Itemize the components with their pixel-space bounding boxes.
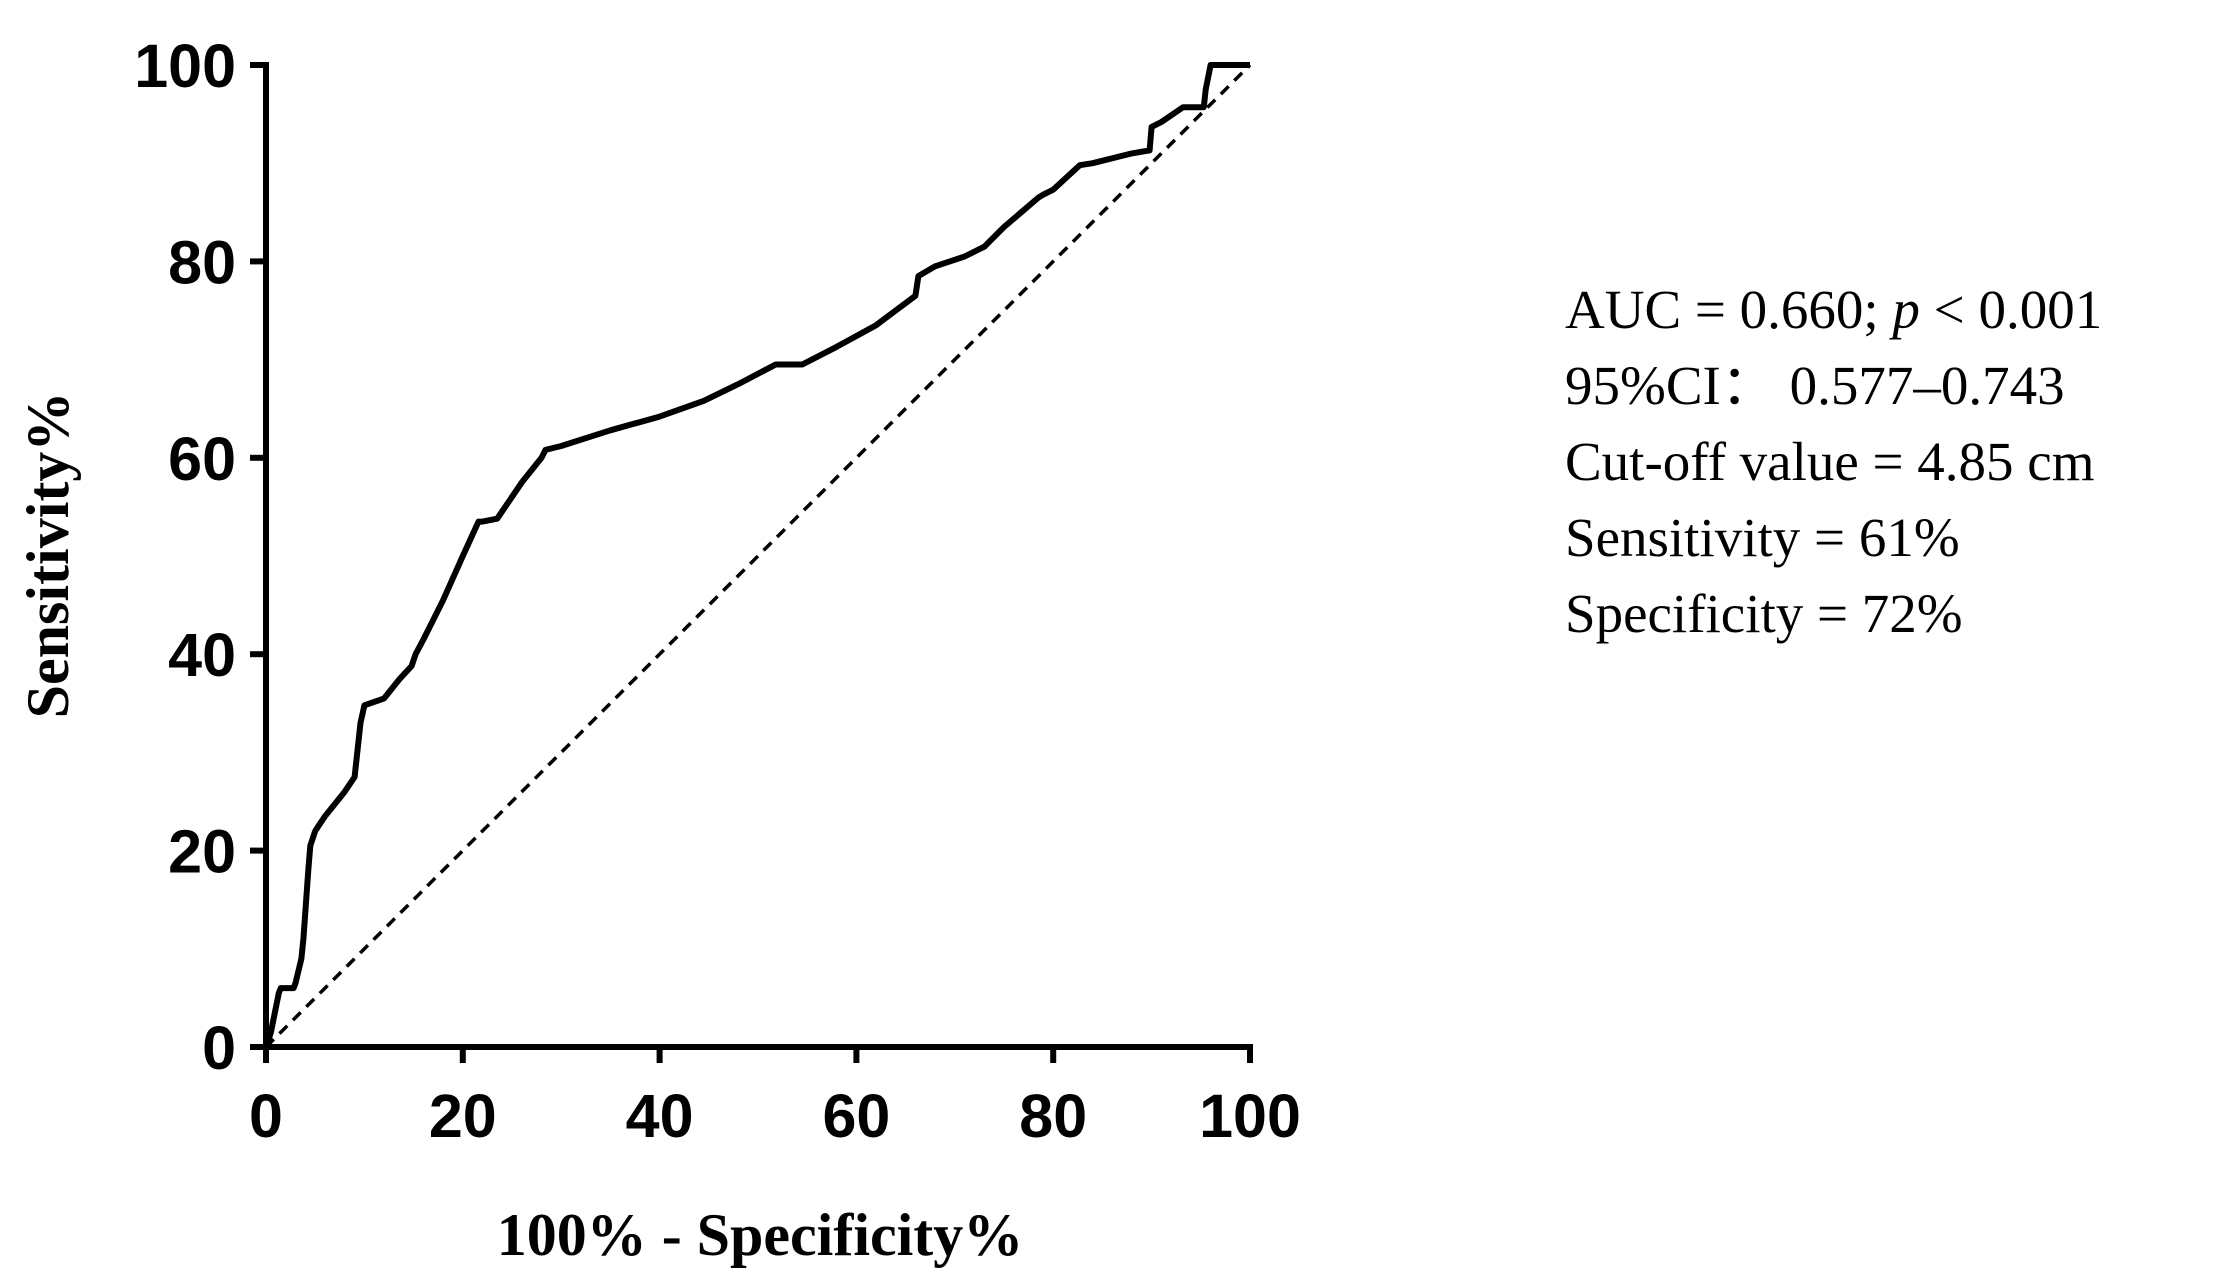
- y-tick-label: 100: [134, 32, 236, 100]
- roc-curve-line: [263, 62, 1250, 1048]
- x-tick-label: 40: [626, 1082, 694, 1150]
- y-tick-label: 80: [168, 228, 236, 296]
- y-tick-label: 60: [168, 425, 236, 493]
- series-layer: [263, 62, 1252, 1049]
- x-tick-label: 80: [1019, 1082, 1087, 1150]
- x-tick-label: 100: [1199, 1082, 1301, 1150]
- y-tick-label: 20: [168, 818, 236, 886]
- p-value: < 0.001: [1919, 279, 2103, 340]
- p-symbol: p: [1892, 279, 1920, 340]
- ci-line: 95%CI： 0.577–0.743: [1565, 355, 2065, 416]
- x-tick-label: 20: [429, 1082, 497, 1150]
- statistics-annotation: AUC = 0.660; p < 0.001 95%CI： 0.577–0.74…: [1565, 272, 2205, 652]
- y-tick-label: 0: [202, 1014, 236, 1082]
- reference-diagonal-line: [264, 63, 1252, 1049]
- specificity-line: Specificity = 72%: [1565, 583, 1963, 644]
- y-axis-title: Sensitivity%: [15, 392, 81, 719]
- sensitivity-line: Sensitivity = 61%: [1565, 507, 1960, 568]
- x-tick-label: 0: [249, 1082, 283, 1150]
- y-axis-ticks: 0 20 40 60 80 100: [134, 32, 266, 1082]
- auc-line: AUC = 0.660; p < 0.001: [1565, 272, 2205, 348]
- x-tick-label: 60: [822, 1082, 890, 1150]
- x-axis-ticks: 0 20 40 60 80 100: [249, 1047, 1301, 1150]
- y-tick-label: 40: [168, 621, 236, 689]
- x-axis-title: 100% - Specificity%: [497, 1202, 1024, 1268]
- auc-prefix: AUC = 0.660;: [1565, 279, 1893, 340]
- cutoff-line: Cut-off value = 4.85 cm: [1565, 431, 2095, 492]
